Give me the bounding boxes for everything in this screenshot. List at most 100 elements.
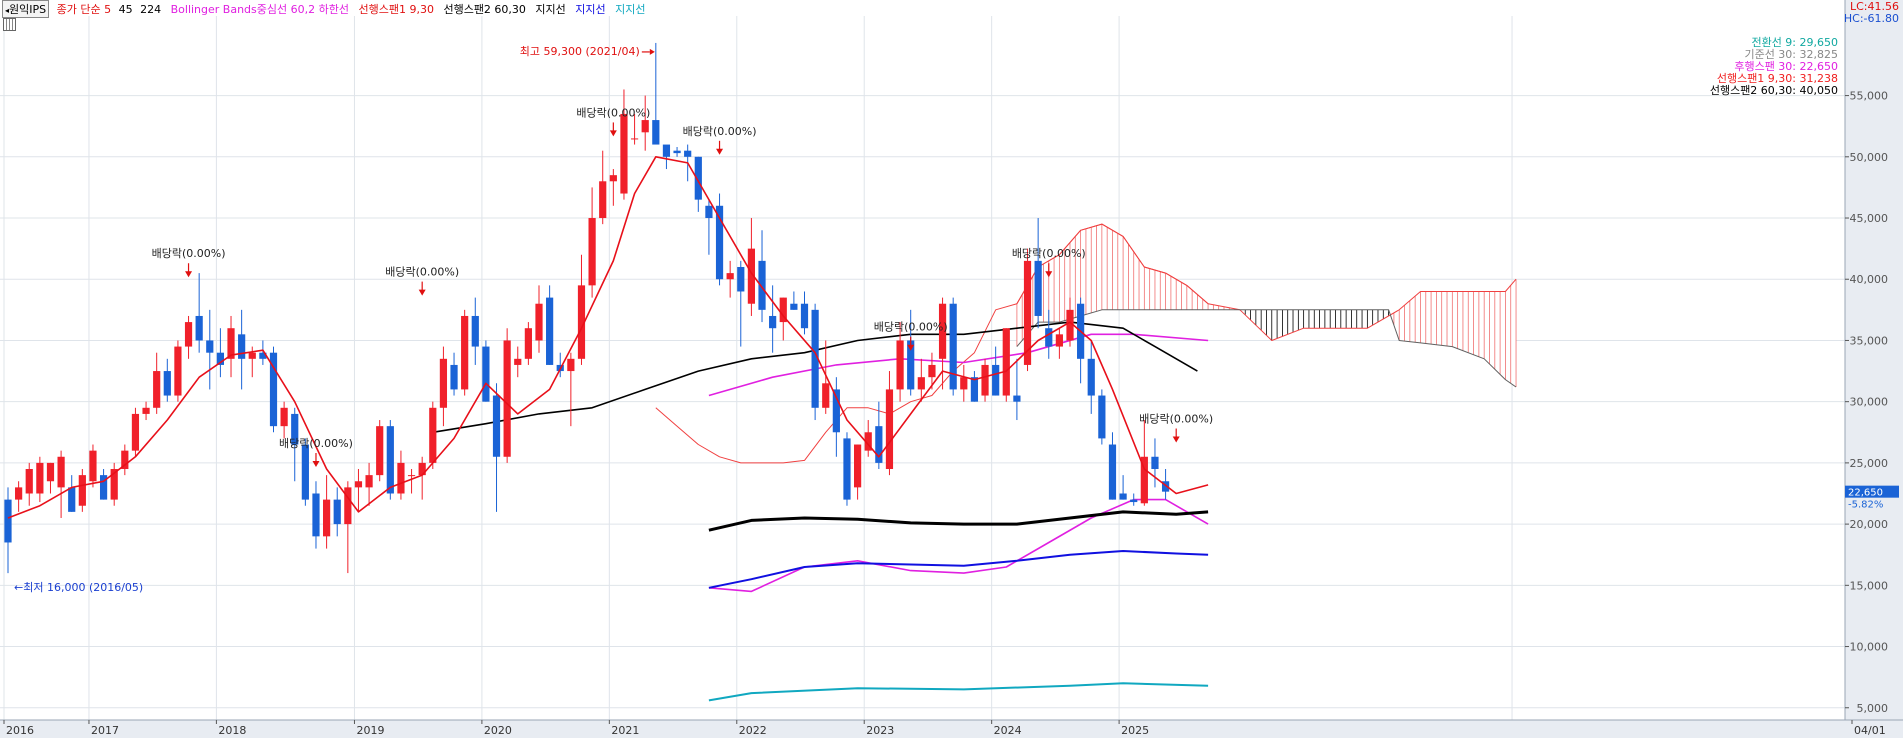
- candle-body: [227, 328, 235, 359]
- dividend-label: 배당락(0.00%): [683, 125, 757, 138]
- x-tick-label: 2022: [739, 724, 767, 737]
- y-tick-label: 5,000: [1857, 702, 1889, 715]
- candle-body: [662, 144, 671, 157]
- candle-body: [15, 487, 23, 500]
- candle-body: [864, 432, 872, 451]
- candle-body: [216, 352, 224, 365]
- dividend-arrow-head: [312, 461, 320, 468]
- dividend-arrow-head: [609, 130, 617, 137]
- x-tick-label: 04/01: [1854, 724, 1886, 737]
- support-line-teal: [708, 682, 1209, 702]
- y-tick-label: 55,000: [1850, 90, 1889, 103]
- candle-body: [1002, 328, 1010, 396]
- candle-body: [1140, 456, 1148, 504]
- x-tick-label: 2025: [1121, 724, 1149, 737]
- ma45-line: [432, 321, 1198, 434]
- candle-body: [450, 364, 458, 390]
- legend-entry: 선행스팬2 60,30: 40,050: [1710, 84, 1838, 97]
- support3-label[interactable]: 지지선: [615, 3, 646, 16]
- x-tick-label: 2017: [91, 724, 119, 737]
- candle-body: [142, 407, 150, 414]
- candle-body: [758, 260, 766, 310]
- candle-body: [99, 475, 108, 500]
- legend-entry: 기준선 30: 32,825: [1744, 48, 1838, 61]
- candle-body: [832, 389, 840, 433]
- candle-body: [301, 444, 309, 500]
- hc-label: HC:-61.80: [1843, 12, 1899, 25]
- symbol-box[interactable]: ◂원익IPS: [2, 0, 50, 18]
- candle-body: [567, 358, 575, 372]
- y-tick-label: 40,000: [1850, 273, 1889, 286]
- candle-body: [461, 315, 469, 390]
- candle-body: [917, 377, 925, 390]
- support1-label[interactable]: 지지선: [535, 3, 566, 16]
- candle-body: [89, 450, 97, 482]
- candle-body: [843, 438, 851, 500]
- x-tick-label: 2023: [866, 724, 894, 737]
- grid-icon[interactable]: [3, 18, 16, 31]
- y-tick-label: 30,000: [1850, 396, 1889, 409]
- dividend-arrow-head: [1172, 436, 1180, 443]
- candle-body: [163, 371, 171, 396]
- x-tick-label: 2016: [6, 724, 34, 737]
- candle-body: [779, 297, 787, 323]
- candle-body: [1013, 395, 1021, 402]
- candle-body: [822, 383, 830, 408]
- candle-body: [1130, 499, 1138, 503]
- dividend-arrow-head: [418, 289, 426, 296]
- candle-body: [397, 462, 405, 494]
- dividend-label: 배당락(0.00%): [152, 247, 226, 260]
- candle-body: [1108, 444, 1117, 500]
- candle-body: [439, 358, 448, 408]
- close-ma-label[interactable]: 종가 단순 5: [56, 3, 112, 16]
- max-price-label: 최고 59,300 (2021/04): [520, 45, 640, 58]
- candle-body: [546, 297, 554, 365]
- dividend-arrow-head: [907, 344, 915, 351]
- candle-body: [503, 340, 511, 457]
- candle-body: [333, 499, 341, 525]
- candle-body: [630, 138, 639, 140]
- candle-body: [885, 389, 894, 470]
- candle-body: [854, 444, 862, 488]
- candle-body: [949, 303, 957, 390]
- candle-body: [694, 156, 702, 200]
- bollinger-label[interactable]: Bollinger Bands중심선 60,2 하한선: [170, 3, 349, 16]
- min-price-label: ←최저 16,000 (2016/05): [14, 581, 143, 594]
- bollinger-upper-line: [708, 333, 1209, 397]
- candle-body: [195, 315, 203, 341]
- ma224-label[interactable]: 224: [140, 3, 162, 16]
- x-tick-label: 2021: [611, 724, 639, 737]
- candle-body: [291, 413, 299, 445]
- candle-body: [928, 364, 936, 378]
- candle-body: [726, 273, 734, 280]
- candle-body: [344, 487, 352, 525]
- candle-body: [184, 322, 193, 347]
- candle-body: [737, 266, 745, 292]
- span1-label[interactable]: 선행스팬1 9,30: [358, 3, 434, 16]
- candle-body: [1055, 334, 1063, 347]
- max-arrow-head: [649, 48, 655, 55]
- candle-body: [46, 462, 55, 482]
- current-price-tag: [1845, 485, 1899, 498]
- candle-body: [524, 328, 532, 359]
- candle-body: [970, 377, 979, 402]
- legend-entry: 전환선 9: 29,650: [1751, 36, 1838, 49]
- support2-label[interactable]: 지지선: [575, 3, 606, 16]
- candle-body: [992, 364, 1000, 396]
- candle-body: [811, 309, 819, 408]
- candle-body: [25, 469, 33, 494]
- candle-body: [652, 120, 660, 145]
- ma45-label[interactable]: 45: [118, 3, 133, 16]
- span2-label[interactable]: 선행스팬2 60,30: [443, 3, 526, 16]
- candle-body: [1119, 493, 1127, 500]
- candle-body: [121, 450, 129, 470]
- candle-body: [386, 426, 394, 494]
- dividend-arrow-head: [716, 148, 724, 155]
- lc-label: LC:41.56: [1849, 0, 1899, 13]
- candle-body: [790, 303, 798, 310]
- candle-body: [588, 218, 596, 286]
- x-tick-label: 2020: [484, 724, 512, 737]
- chart-header: ◂원익IPS 종가 단순 5 45 224 Bollinger Bands중심선…: [0, 0, 1840, 18]
- candle-body: [1087, 358, 1095, 396]
